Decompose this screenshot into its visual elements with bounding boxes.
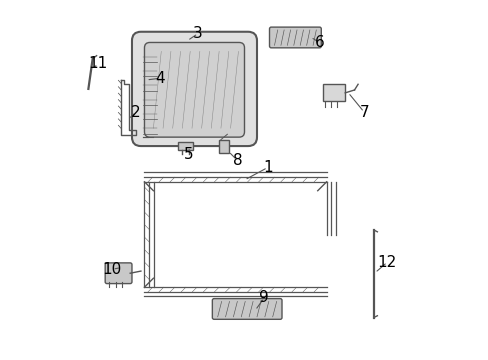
Text: 4: 4 <box>155 71 165 86</box>
Bar <box>219 140 229 153</box>
Text: 1: 1 <box>263 160 272 175</box>
Text: 3: 3 <box>193 26 203 41</box>
FancyBboxPatch shape <box>105 263 132 284</box>
Bar <box>178 142 192 150</box>
Text: 7: 7 <box>359 105 368 120</box>
FancyBboxPatch shape <box>144 42 244 137</box>
Text: 10: 10 <box>102 262 122 277</box>
Bar <box>323 84 345 102</box>
Text: 8: 8 <box>232 153 242 168</box>
FancyBboxPatch shape <box>212 298 282 319</box>
FancyBboxPatch shape <box>269 27 321 48</box>
Text: 5: 5 <box>184 148 194 162</box>
Text: 11: 11 <box>88 57 107 71</box>
Text: 6: 6 <box>314 35 324 50</box>
FancyBboxPatch shape <box>132 32 257 146</box>
Text: 12: 12 <box>377 255 396 270</box>
Text: 2: 2 <box>130 105 140 120</box>
Text: 9: 9 <box>259 291 268 305</box>
